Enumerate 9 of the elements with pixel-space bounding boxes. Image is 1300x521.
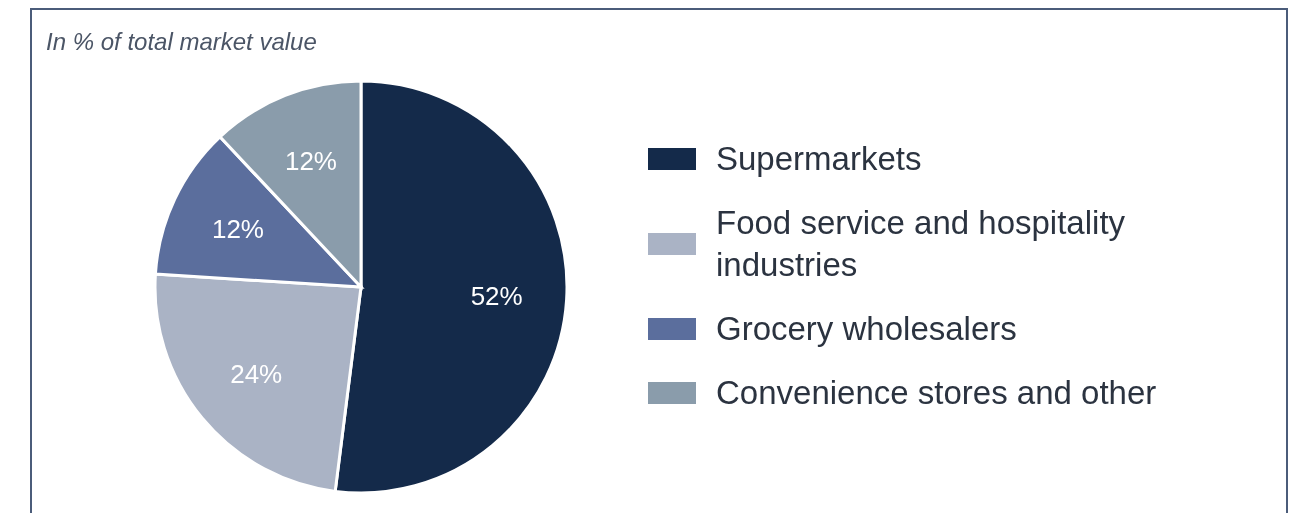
legend-label: Food service and hospitality industries — [716, 203, 1127, 285]
legend-label: Supermarkets — [716, 139, 923, 179]
chart-subtitle: In % of total market value — [46, 28, 317, 56]
data-label: 12% — [284, 145, 337, 176]
data-label: 12% — [211, 214, 264, 245]
legend-label: Grocery wholesalers — [716, 309, 1018, 349]
legend-label: Convenience stores and other — [716, 373, 1158, 413]
data-label: 52% — [470, 280, 523, 311]
data-label: 24% — [230, 358, 283, 389]
